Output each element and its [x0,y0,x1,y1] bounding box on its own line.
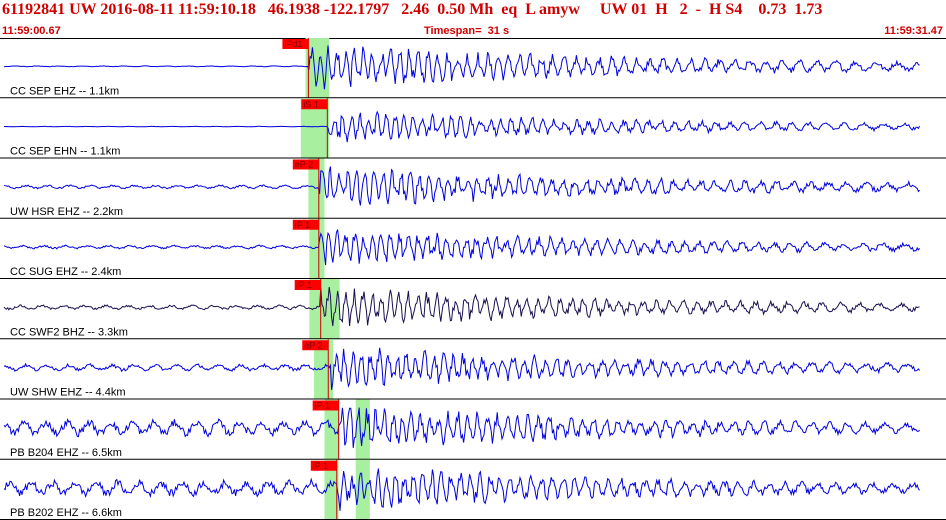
time-bar: 11:59:00.67 Timespan= 31 s 11:59:31.47 [0,25,946,38]
station-label: UW SHW EHZ -- 4.4km [10,387,126,399]
pick-marker[interactable] [301,99,328,110]
pick-marker[interactable] [292,159,319,170]
trace-row[interactable]: iP 1 PB B202 EHZ -- 6.6km [0,459,946,520]
seismogram-panel[interactable]: iPd1 CC SEP EHZ -- 1.1km iS 1 CC SEP EHN --… [0,38,946,520]
pick-window [355,399,370,460]
station-label: PB B204 EHZ -- 6.5km [10,447,122,459]
pick-marker[interactable] [294,280,321,290]
waveform [3,286,920,327]
pick-window [324,459,339,520]
station-label: CC SEP EHZ -- 1.1km [10,85,119,97]
station-label: CC SEP EHN -- 1.1km [10,146,120,158]
waveform [3,347,920,390]
waveform [3,110,921,143]
event-title: 61192841 UW 2016-08-11 11:59:10.18 46.19… [2,1,823,18]
pick-label: eP 2 [295,160,313,170]
station-label: PB B202 EHZ -- 6.6km [10,507,122,519]
station-label: CC SUG EHZ -- 2.4km [10,266,121,278]
pick-marker[interactable] [302,340,329,351]
waveform [3,468,920,511]
pick-marker[interactable] [282,39,309,49]
pick-window [324,399,339,460]
trace-row[interactable]: eP 2 UW HSR EHZ -- 2.2km [0,158,946,219]
trace-row[interactable]: iP 1 CC SUG EHZ -- 2.4km [0,218,946,279]
pick-marker[interactable] [310,460,337,471]
end-time: 11:59:31.47 [884,25,943,37]
pick-label: iP 1 [295,220,310,230]
start-time: 11:59:00.67 [2,25,61,37]
waveform [3,166,920,206]
waveform [3,229,920,266]
station-label: UW HSR EHZ -- 2.2km [10,206,123,218]
pick-label: iPd1 [284,39,302,49]
trace-row[interactable]: iP 1 CC SWF2 BHZ -- 3.3km [0,279,946,340]
pick-label: iS 1 [303,99,319,109]
station-label: CC SWF2 BHZ -- 3.3km [10,326,128,338]
pick-marker[interactable] [292,219,319,230]
event-header: 61192841 UW 2016-08-11 11:59:10.18 46.19… [0,0,946,37]
trace-row[interactable]: iP 1 PB B204 EHZ -- 6.5km [0,399,946,460]
trace-row[interactable]: eP 2 UW SHW EHZ -- 4.4km [0,339,946,400]
waveform [3,407,920,448]
pick-marker[interactable] [312,400,339,411]
pick-label: iP 1 [313,461,328,471]
pick-label: iP 1 [315,401,330,411]
trace-row[interactable]: iS 1 CC SEP EHN -- 1.1km [0,98,946,159]
waveform [3,45,920,90]
trace-row[interactable]: iPd1 CC SEP EHZ -- 1.1km [0,38,946,99]
pick-label: iP 1 [297,280,312,290]
pick-label: eP 2 [304,340,322,350]
timespan-label: Timespan= 31 s [424,25,510,37]
